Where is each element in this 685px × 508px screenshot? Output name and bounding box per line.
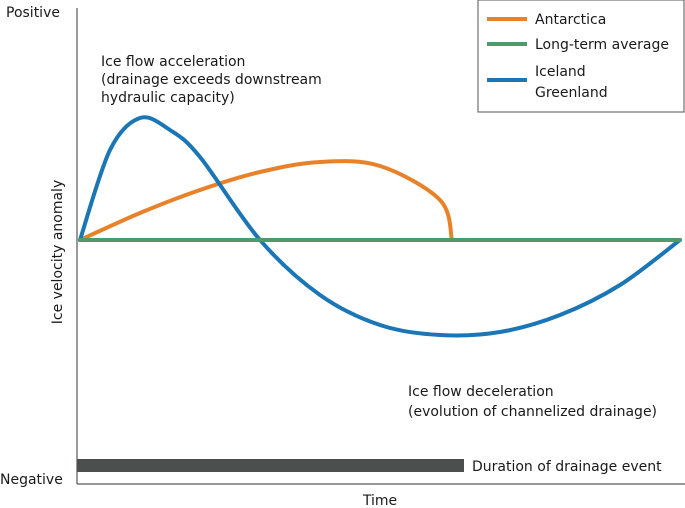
series-line-iceland-greenland xyxy=(78,115,682,338)
legend-label-greenland: Greenland xyxy=(535,85,608,101)
acceleration-line-3: hydraulic capacity) xyxy=(101,90,235,106)
deceleration-line-2: (evolution of channelized drainage) xyxy=(408,404,657,420)
deceleration-line-1: Ice flow deceleration xyxy=(408,384,554,400)
acceleration-line-2: (drainage exceeds downstream xyxy=(101,72,322,88)
y-top-label: Positive xyxy=(6,5,60,21)
y-axis-label: Ice velocity anomaly xyxy=(50,180,66,324)
acceleration-line-1: Ice flow acceleration xyxy=(101,54,245,70)
duration-label: Duration of drainage event xyxy=(472,459,662,475)
duration-bar xyxy=(77,459,464,472)
legend: Antarctica Long-term average Iceland Gre… xyxy=(477,0,685,113)
legend-label-iceland: Iceland xyxy=(535,64,586,80)
legend-label-antarctica: Antarctica xyxy=(535,12,606,28)
acceleration-annotation: Ice flow acceleration (drainage exceeds … xyxy=(101,54,326,106)
y-bottom-label: Negative xyxy=(0,472,63,488)
deceleration-annotation: Ice flow deceleration (evolution of chan… xyxy=(408,384,657,420)
series-line-antarctica xyxy=(78,159,454,242)
legend-label-long-term-average: Long-term average xyxy=(535,37,669,53)
x-axis-label: Time xyxy=(362,493,397,508)
